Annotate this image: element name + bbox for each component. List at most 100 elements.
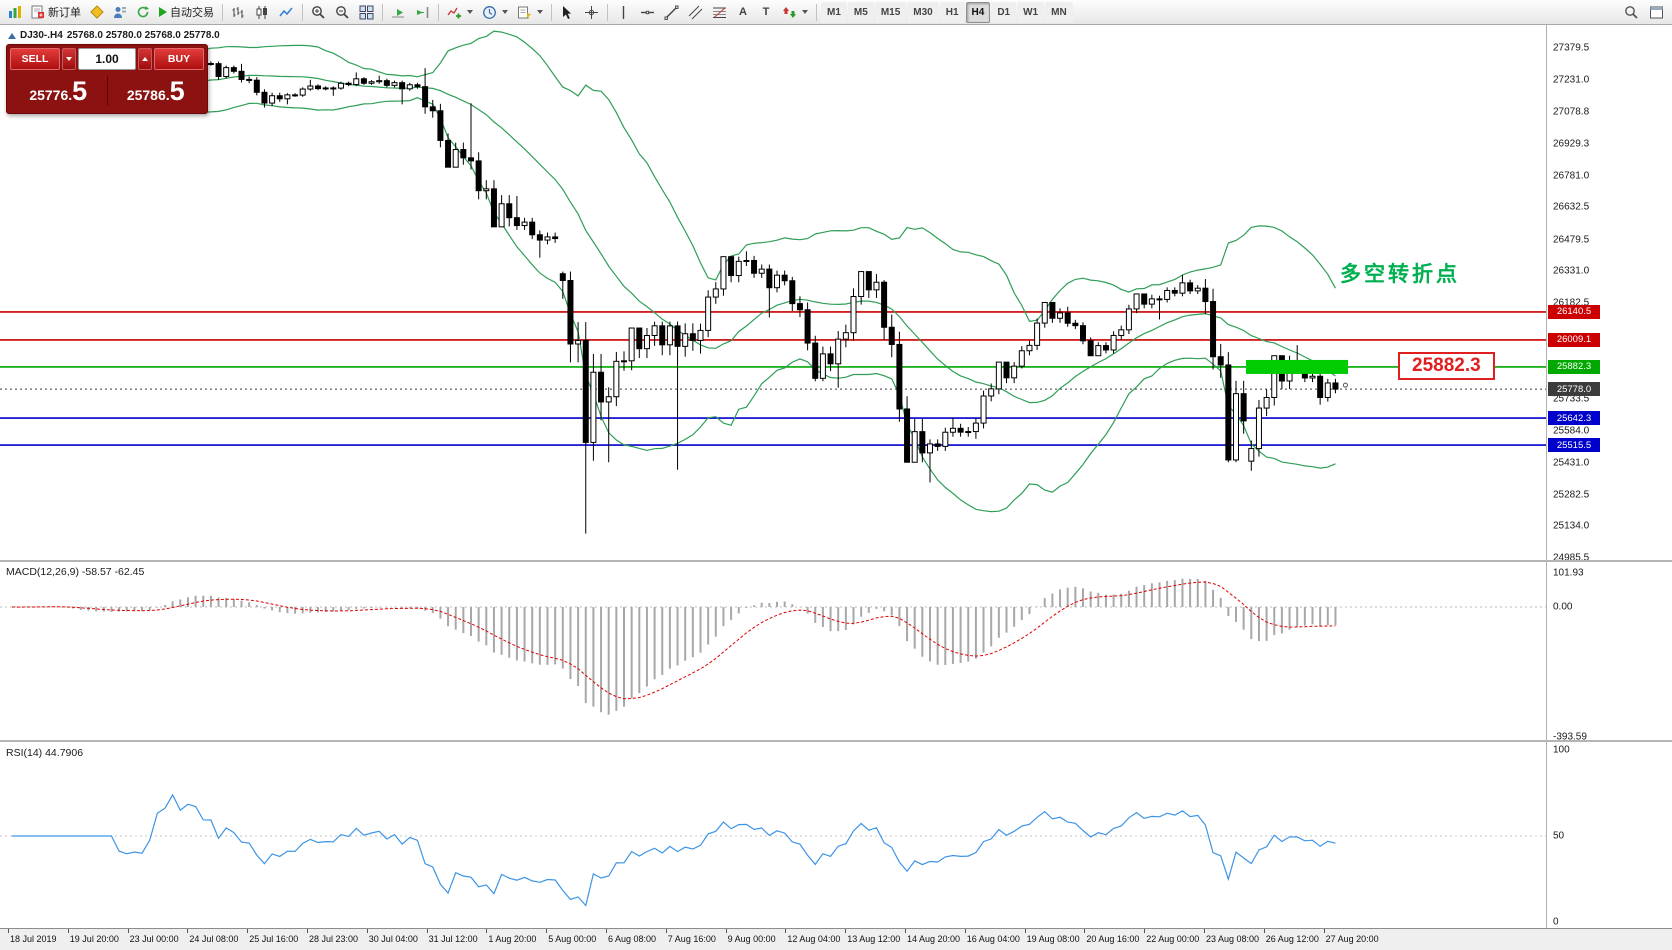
sell-price-button[interactable]: 25776. 5 [10, 75, 107, 106]
tf-button-m1[interactable]: M1 [821, 1, 847, 23]
buy-price-main: 25786. [126, 86, 170, 103]
metaeditor-icon [90, 5, 104, 19]
buy-price-button[interactable]: 25786. 5 [108, 77, 205, 105]
buy-button[interactable]: BUY [154, 48, 204, 70]
price-level-badge: 25882.3 [1548, 359, 1600, 374]
price-scale-label: 26479.5 [1553, 234, 1590, 246]
cursor-tool-button[interactable] [556, 2, 579, 23]
indicators-icon [447, 7, 461, 18]
time-axis-tick [187, 929, 189, 933]
text-tool-button[interactable]: A [732, 2, 754, 23]
fibonacci-tool-button[interactable] [708, 2, 731, 23]
candlestick-button[interactable] [251, 2, 274, 23]
metaeditor-button[interactable] [86, 2, 108, 23]
chevron-down-icon [802, 10, 808, 14]
panel-splitter[interactable] [0, 560, 1672, 562]
text-label-tool-button[interactable]: T [755, 2, 777, 23]
price-level-badge: 25515.5 [1548, 438, 1600, 453]
price-scale-label: 25733.5 [1553, 393, 1590, 405]
price-scale-label: 25134.0 [1553, 520, 1590, 532]
chart-canvas[interactable] [0, 0, 1546, 950]
trendline-tool-button[interactable] [660, 2, 683, 23]
tf-button-h1[interactable]: H1 [939, 1, 965, 23]
volume-input[interactable]: 1.00 [78, 48, 136, 70]
tf-button-d1[interactable]: D1 [991, 1, 1017, 23]
time-axis-label: 19 Aug 08:00 [1026, 934, 1080, 944]
price-scale-label: 24985.5 [1553, 552, 1590, 564]
search-button[interactable] [1620, 2, 1643, 23]
horizontal-line-icon [641, 10, 654, 14]
time-axis-label: 7 Aug 16:00 [667, 934, 716, 944]
rsi-indicator-label: RSI(14) 44.7906 [6, 747, 84, 759]
symbol-marker-icon [8, 32, 16, 39]
price-scale-label: 25282.5 [1553, 489, 1590, 501]
price-scale-label: 26781.0 [1553, 170, 1590, 181]
time-axis[interactable]: 18 Jul 2019 19 Jul 20:00 23 Jul 00:00 24 Ju… [0, 928, 1672, 950]
bar-chart-icon [232, 6, 244, 18]
volume-dropdown-button[interactable] [62, 48, 76, 70]
sell-price-pip: 5 [72, 75, 88, 106]
vertical-line-tool-button[interactable] [612, 2, 635, 23]
sell-button[interactable]: SELL [10, 48, 60, 70]
tile-windows-button[interactable] [355, 2, 378, 23]
new-window-button[interactable] [1645, 2, 1668, 23]
time-axis-label: 13 Aug 12:00 [847, 934, 901, 944]
price-scale[interactable]: 101.93 0.00 -393.59 100 50 0 27379.5 2723… [1546, 25, 1672, 950]
tf-button-h4[interactable]: H4 [965, 1, 991, 23]
time-axis-label: 5 Aug 00:00 [548, 934, 597, 944]
time-axis-tick [964, 929, 966, 933]
symbol-period-label: DJ30-.H4 [20, 30, 63, 41]
refresh-button[interactable] [132, 2, 154, 23]
tf-button-m5[interactable]: M5 [847, 1, 874, 23]
toolbar-separator [382, 3, 383, 21]
zoom-out-button[interactable] [331, 2, 354, 23]
market-watch-button[interactable] [109, 2, 131, 23]
time-axis-tick [307, 929, 308, 933]
trendline-icon [664, 5, 679, 20]
volume-stepper-button[interactable] [138, 48, 152, 70]
zoom-out-icon [336, 5, 349, 19]
price-tag-label[interactable]: 25882.3 [1398, 352, 1495, 380]
chart-text-annotation[interactable]: 多空转折点 [1340, 263, 1460, 286]
crosshair-tool-button[interactable] [580, 2, 603, 23]
zoom-in-icon [312, 5, 325, 19]
crosshair-icon [585, 5, 598, 19]
chevron-down-icon [502, 10, 508, 14]
zoom-in-button[interactable] [307, 2, 330, 23]
toolbar-separator [438, 3, 439, 21]
time-axis-label: 31 Jul 12:00 [428, 934, 478, 944]
new-order-label: 新订单 [48, 7, 81, 19]
periods-button[interactable] [478, 2, 512, 23]
tf-button-mn[interactable]: MN [1045, 1, 1073, 23]
macd-scale-bottom: -393.59 [1553, 731, 1587, 743]
one-click-trading-panel: SELL 1.00 BUY 25776. 5 25786. 5 [6, 44, 208, 114]
price-scale-label: 26632.5 [1553, 201, 1590, 213]
text-label-icon: T [762, 6, 770, 18]
horizontal-line-tool-button[interactable] [636, 2, 659, 23]
auto-trading-button[interactable]: 自动交易 [155, 2, 218, 23]
arrows-tool-button[interactable] [778, 2, 812, 23]
time-axis-tick [8, 929, 9, 933]
channel-tool-button[interactable] [684, 2, 707, 23]
indicators-button[interactable] [443, 2, 477, 23]
time-axis-label: 23 Aug 08:00 [1206, 934, 1260, 944]
price-scale-label: 26929.3 [1553, 138, 1590, 150]
panel-splitter[interactable] [0, 740, 1672, 742]
chart-shift-button[interactable] [411, 2, 434, 23]
line-chart-button[interactable] [275, 2, 298, 23]
tf-button-m30[interactable]: M30 [907, 1, 939, 23]
price-scale-label: 26182.5 [1553, 297, 1590, 309]
tf-button-m15[interactable]: M15 [874, 1, 907, 23]
new-order-button[interactable]: 新订单 [27, 2, 85, 23]
tf-button-w1[interactable]: W1 [1017, 1, 1045, 23]
auto-scroll-button[interactable] [387, 2, 410, 23]
time-axis-label: 22 Aug 00:00 [1146, 934, 1200, 944]
time-axis-label: 25 Jul 16:00 [249, 934, 299, 944]
candlestick-icon [256, 5, 267, 19]
tile-windows-icon [359, 5, 374, 19]
app-icon [4, 2, 26, 23]
text-icon: A [739, 6, 747, 18]
templates-button[interactable] [513, 2, 547, 23]
price-level-badge: 25642.3 [1548, 411, 1600, 426]
bar-chart-button[interactable] [227, 2, 250, 23]
